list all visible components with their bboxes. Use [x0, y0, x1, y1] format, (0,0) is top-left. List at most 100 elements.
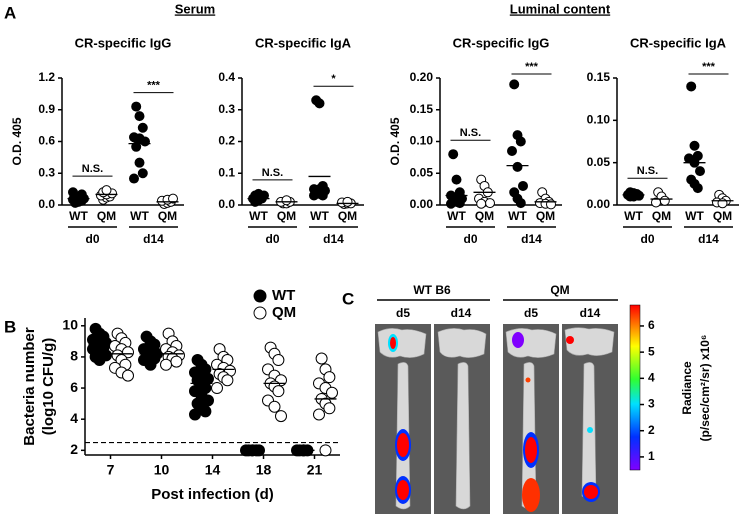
x-tick-label: QM [338, 209, 357, 223]
legend-label: QM [272, 304, 296, 321]
data-point [134, 157, 145, 168]
legend-marker [253, 306, 267, 320]
y-tick-label: 1.2 [38, 70, 55, 84]
y-tick-label: 0.9 [38, 102, 55, 116]
data-point [451, 174, 462, 185]
data-point [628, 191, 639, 202]
y-tick-label: 0.15 [410, 102, 434, 116]
data-point [76, 189, 87, 200]
y-axis-label: O.D. 405 [10, 117, 24, 165]
y-tick-label: 8 [70, 348, 78, 364]
data-point [315, 352, 328, 365]
colorbar-tick-label: 4 [648, 371, 655, 385]
data-point [507, 146, 517, 157]
data-point [314, 98, 325, 109]
y-axis-label: Bacteria number [21, 327, 38, 446]
x-tick-label: 18 [256, 462, 272, 478]
x-tick-label: QM [277, 209, 296, 223]
data-point [686, 81, 697, 92]
data-point [268, 400, 281, 413]
data-point [170, 355, 183, 368]
data-point [309, 190, 319, 201]
x-tick-label: 21 [307, 462, 323, 478]
data-point [476, 198, 487, 209]
data-point [199, 405, 212, 418]
signal [388, 332, 600, 512]
x-tick-label: WT [249, 209, 268, 223]
x-tick-label: WT [447, 209, 466, 223]
data-point [323, 371, 336, 384]
y-tick-label: 0.3 [218, 102, 235, 116]
data-point [272, 385, 285, 398]
group-label: WT B6 [413, 283, 451, 297]
chart-title: CR-specific IgA [255, 35, 352, 50]
y-axis-label: (log10 CFU/g) [40, 338, 57, 436]
panel-label: A [4, 3, 16, 22]
day-label: d5 [524, 306, 538, 320]
y-tick-label: 0.20 [410, 70, 434, 84]
x-tick-label: WT [69, 209, 88, 223]
y-tick-label: 0.15 [587, 70, 611, 84]
colorbar [629, 304, 641, 471]
y-tick-label: 0.05 [587, 155, 611, 169]
chart-title: CR-specific IgG [75, 35, 172, 50]
data-point [317, 190, 328, 201]
data-point [93, 354, 106, 367]
data-point [211, 382, 223, 395]
x-group-label: d14 [698, 232, 719, 246]
data-point [189, 408, 201, 421]
group-title: Luminal content [510, 1, 611, 16]
data-point [512, 161, 523, 172]
colorbar-label: (p/sec/cm²/sr) x10⁶ [698, 335, 712, 442]
colorbar-tick-label: 1 [648, 449, 655, 463]
y-tick-label: 0.0 [38, 197, 55, 211]
y-tick-label: 4 [70, 410, 78, 426]
y-tick-label: 0.10 [410, 134, 434, 148]
x-group-label: d0 [85, 232, 99, 246]
data-point [323, 402, 336, 415]
data-point [446, 198, 456, 209]
data-point [160, 358, 172, 371]
data-point [101, 185, 112, 196]
data-point [485, 198, 495, 209]
chart-title: CR-specific IgA [630, 35, 727, 50]
data-point [122, 369, 134, 382]
data-point [518, 180, 528, 191]
y-tick-label: 6 [70, 379, 78, 395]
imaging-panel: WT B6 QM d5 d14 d5 d14 [375, 283, 712, 514]
x-axis-label: Post infection (d) [151, 486, 274, 503]
x-tick-label: QM [158, 209, 177, 223]
data-point [134, 111, 145, 122]
data-point [131, 101, 142, 112]
significance-label: *** [525, 61, 539, 73]
x-tick-label: 14 [205, 462, 221, 478]
data-point [168, 193, 178, 204]
panel-label: C [342, 289, 354, 308]
data-point [342, 196, 353, 207]
data-point [275, 410, 287, 423]
colorbar-tick-label: 3 [648, 397, 655, 411]
x-tick-label: WT [624, 209, 643, 223]
significance-label: * [331, 73, 336, 85]
significance-label: N.S. [262, 167, 283, 179]
x-tick-label: WT [508, 209, 527, 223]
x-tick-label: WT [130, 209, 149, 223]
y-tick-label: 2 [70, 441, 78, 457]
y-tick-label: 0.00 [410, 197, 434, 211]
data-point [689, 140, 700, 151]
y-tick-label: 0.3 [38, 165, 55, 179]
group-label: QM [550, 283, 569, 297]
y-tick-label: 0.05 [410, 165, 434, 179]
y-axis-label: O.D. 405 [388, 117, 402, 165]
y-tick-label: 0.2 [218, 134, 235, 148]
data-point [137, 168, 148, 179]
day-label: d5 [396, 306, 410, 320]
x-tick-label: QM [652, 209, 671, 223]
x-tick-label: 10 [154, 462, 170, 478]
data-point [281, 195, 292, 206]
significance-label: *** [702, 61, 716, 73]
data-point [454, 198, 465, 209]
data-point [659, 195, 670, 206]
y-tick-label: 0.6 [38, 134, 55, 148]
day-label: d14 [451, 306, 472, 320]
